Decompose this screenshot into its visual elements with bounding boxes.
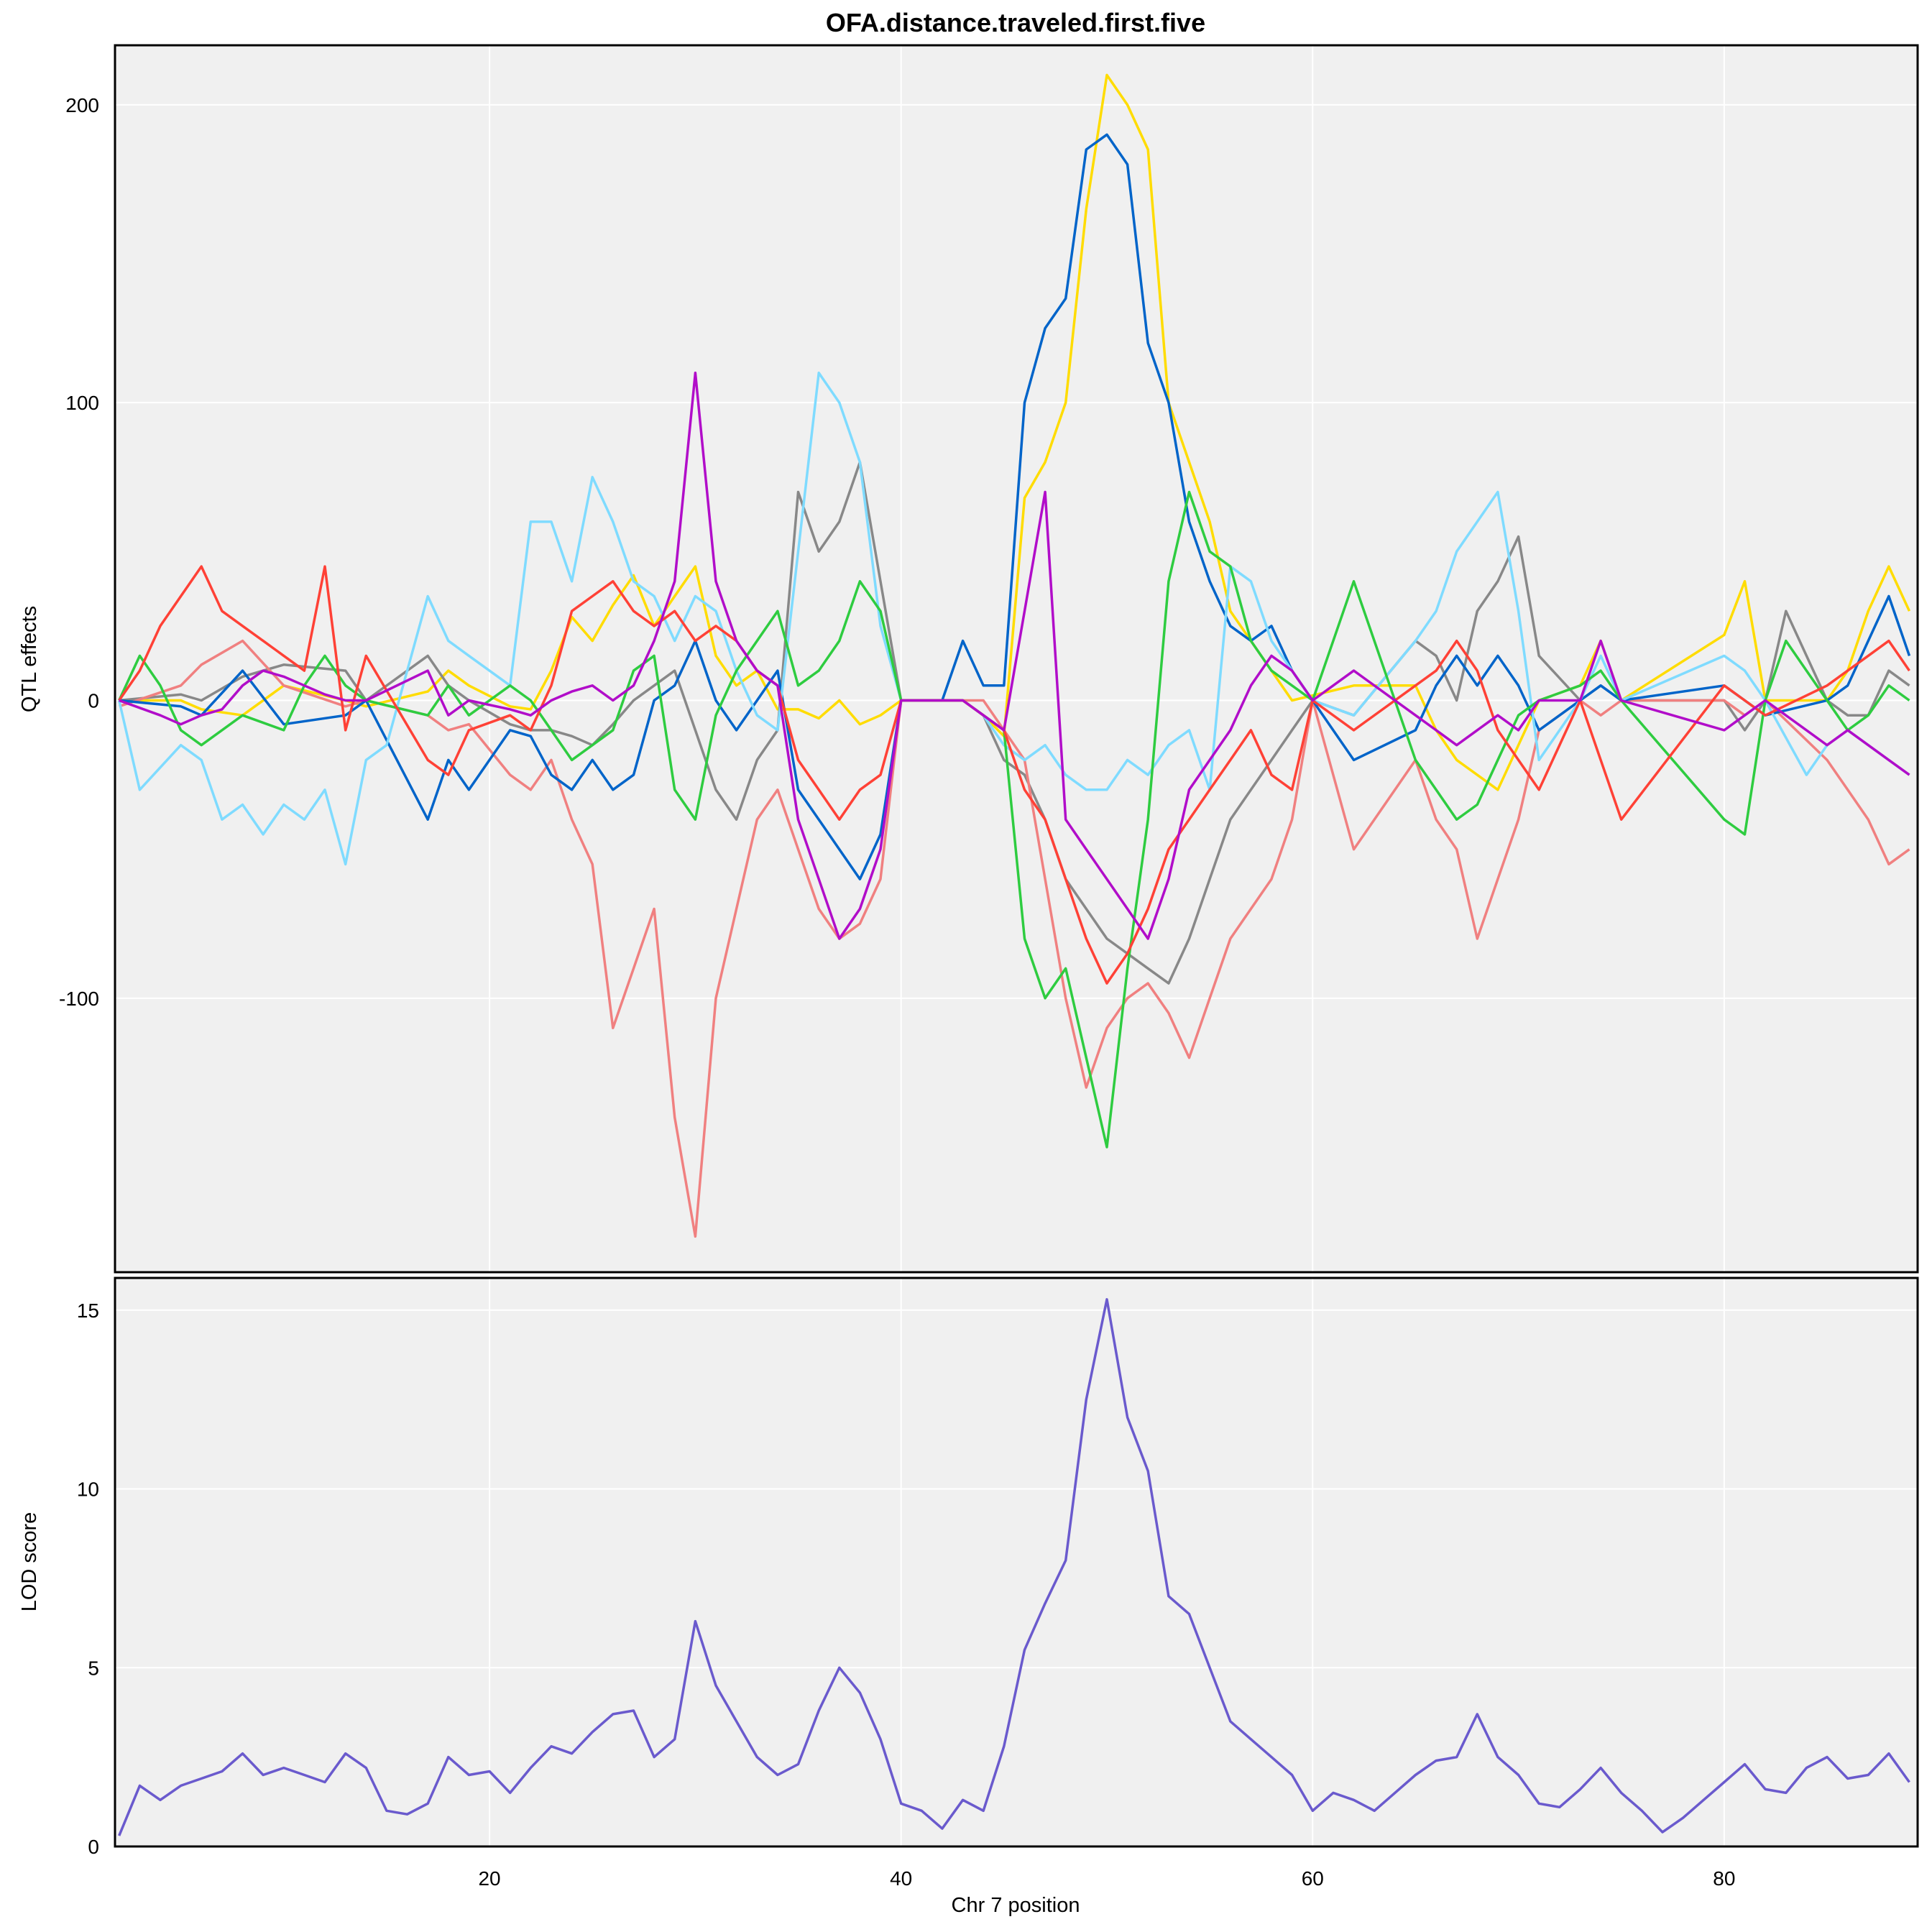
effects-gridlines: [115, 45, 1918, 1272]
lod-y-tick-label: 5: [88, 1657, 99, 1679]
effects-series-line-1: [119, 73, 1911, 791]
x-tick-label: 80: [1713, 1867, 1735, 1890]
effects-y-tick-label: 100: [65, 392, 99, 414]
lod-y-label: LOD score: [18, 1512, 41, 1612]
lod-plot-background: [115, 1278, 1918, 1846]
x-tick-label: 40: [890, 1867, 912, 1890]
effects-y-tick-label: 0: [88, 690, 99, 712]
lod-panel: 0 5 10 15 20 40 60 80 LOD score Chr 7 position: [18, 1276, 1919, 1917]
effects-y-tick-label: 200: [65, 94, 99, 116]
lod-y-tick-label: 0: [88, 1836, 99, 1858]
lod-y-tick-label: 15: [77, 1300, 99, 1322]
lod-x-ticks: 20 40 60 80: [478, 1867, 1735, 1890]
effects-series-line-8: [119, 372, 1910, 940]
lod-plot-frame: [114, 1276, 1919, 1848]
effects-panel: -100 0 100 200 QTL effects: [18, 44, 1919, 1274]
x-tick-label: 20: [478, 1867, 500, 1890]
effects-series: [117, 73, 1911, 1238]
lod-series-line-1: [118, 1298, 1910, 1836]
lod-y-ticks: 0 5 10 15: [77, 1300, 99, 1858]
effects-plot-frame: [114, 44, 1919, 1274]
x-tick-label: 60: [1302, 1867, 1324, 1890]
effects-y-label: QTL effects: [18, 606, 41, 712]
x-axis-label: Chr 7 position: [952, 1894, 1080, 1917]
chart-title: OFA.distance.traveled.first.five: [826, 8, 1205, 37]
lod-series: [118, 1298, 1910, 1836]
lod-y-tick-label: 10: [77, 1478, 99, 1501]
effects-y-ticks: -100 0 100 200: [59, 94, 99, 1010]
effects-y-tick-label: -100: [59, 988, 99, 1010]
